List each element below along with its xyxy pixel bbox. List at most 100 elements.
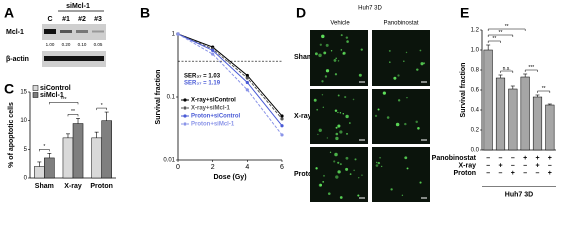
cell-spot (353, 169, 355, 172)
legend-label: siMcl-1 (40, 92, 64, 99)
condition-label: Panobinostat (432, 155, 477, 162)
cell-spot (416, 68, 419, 71)
condition-sign: – (536, 170, 540, 177)
point (280, 124, 284, 128)
micrograph (372, 30, 430, 86)
cell-spot (315, 167, 318, 170)
sig-label: n.s. (503, 66, 511, 72)
condition-sign: – (523, 170, 527, 177)
sig-label: ** (499, 30, 503, 36)
column-label: Panobinostat (383, 21, 418, 27)
cell-spot (423, 62, 426, 65)
cell-spot (345, 167, 349, 171)
cell-spot (374, 114, 378, 118)
cell-spot (322, 106, 324, 108)
cell-spot (377, 108, 380, 111)
cell-spot (339, 196, 343, 199)
cell-spot (337, 170, 341, 174)
y-axis-title: Survival fraction (155, 70, 162, 125)
blot-header: siMcl-1 (66, 3, 90, 10)
cell-spot (317, 133, 319, 136)
blot-band (44, 56, 104, 61)
cell-spot (324, 75, 328, 78)
sig-label: ** (71, 109, 75, 115)
sig-label: * (101, 103, 103, 109)
cell-spot (393, 76, 397, 80)
micrograph (372, 147, 430, 202)
cell-spot (314, 52, 318, 56)
row-label: Sham (294, 54, 313, 61)
point (280, 117, 284, 121)
cell-spot (346, 40, 349, 43)
y-tick-label: 0.1 (167, 95, 176, 101)
x-axis-title: Dose (Gy) (213, 174, 246, 181)
bar (34, 166, 45, 179)
panel-letter: C (4, 81, 14, 97)
cell-spot (420, 62, 424, 66)
cell-spot (382, 91, 386, 95)
y-tick-label: 1 (172, 32, 176, 38)
cell-spot (406, 96, 408, 99)
cell-spot (404, 156, 408, 160)
cell-spot (404, 122, 407, 126)
sig-bracket (487, 34, 514, 37)
cell-spot (345, 36, 349, 39)
quant-label: 0.05 (94, 42, 103, 47)
sig-label: ** (542, 86, 546, 92)
footer: Huh7 3D (505, 191, 533, 198)
y-tick-label: 15 (20, 90, 27, 96)
legend-label: Proton+siMcl-1 (191, 122, 235, 128)
bar (545, 104, 555, 151)
cell-spot (335, 136, 339, 141)
cell-spot (335, 175, 339, 179)
condition-sign: – (548, 162, 552, 169)
legend-marker (183, 114, 187, 118)
cell-spot (334, 152, 338, 157)
row-label: X-ray (294, 113, 312, 120)
bar (91, 137, 102, 179)
y-tick-label: 1.0 (471, 48, 480, 54)
blot-row-label: β-actin (6, 56, 29, 63)
cell-spot (358, 73, 362, 77)
bar (520, 76, 530, 151)
cell-spot (316, 108, 319, 111)
cell-spot (334, 109, 338, 112)
lane-label: #2 (78, 16, 86, 23)
cell-spot (377, 161, 381, 165)
cell-spot (340, 49, 343, 51)
cell-spot (415, 120, 418, 124)
panel-letter: E (460, 5, 469, 21)
figure: A siMcl-1 C #1 #2 #3 Mcl-1 1.00 0.20 0.1… (4, 3, 556, 202)
legend-label: siControl (40, 85, 71, 92)
cell-spot (375, 161, 378, 164)
cell-spot (417, 127, 420, 130)
condition-sign: + (548, 170, 552, 177)
cell-spot (323, 51, 327, 55)
cell-spot (335, 132, 339, 136)
sig-label: *** (528, 65, 534, 71)
bar (495, 77, 506, 151)
condition-sign: – (499, 155, 503, 162)
cell-spot (358, 177, 360, 179)
legend-swatch (32, 92, 39, 98)
point (176, 32, 180, 36)
y-tick-label: 0.2 (471, 128, 480, 134)
cell-spot (329, 151, 332, 153)
lane-label: #1 (62, 16, 70, 23)
cell-spot (340, 34, 343, 37)
cell-spot (401, 194, 404, 197)
cell-spot (388, 49, 391, 52)
curve (177, 33, 283, 136)
legend-marker (183, 98, 187, 102)
cell-spot (321, 80, 324, 83)
cell-spot (337, 161, 340, 164)
blot-band (44, 29, 56, 34)
bar (62, 137, 74, 179)
legend-marker (183, 122, 187, 126)
sig-label: ** (492, 36, 496, 42)
cell-spot (334, 73, 338, 76)
x-tick-label: 4 (245, 164, 249, 171)
condition-sign: – (486, 155, 490, 162)
point (211, 52, 215, 56)
cell-spot (345, 156, 349, 160)
